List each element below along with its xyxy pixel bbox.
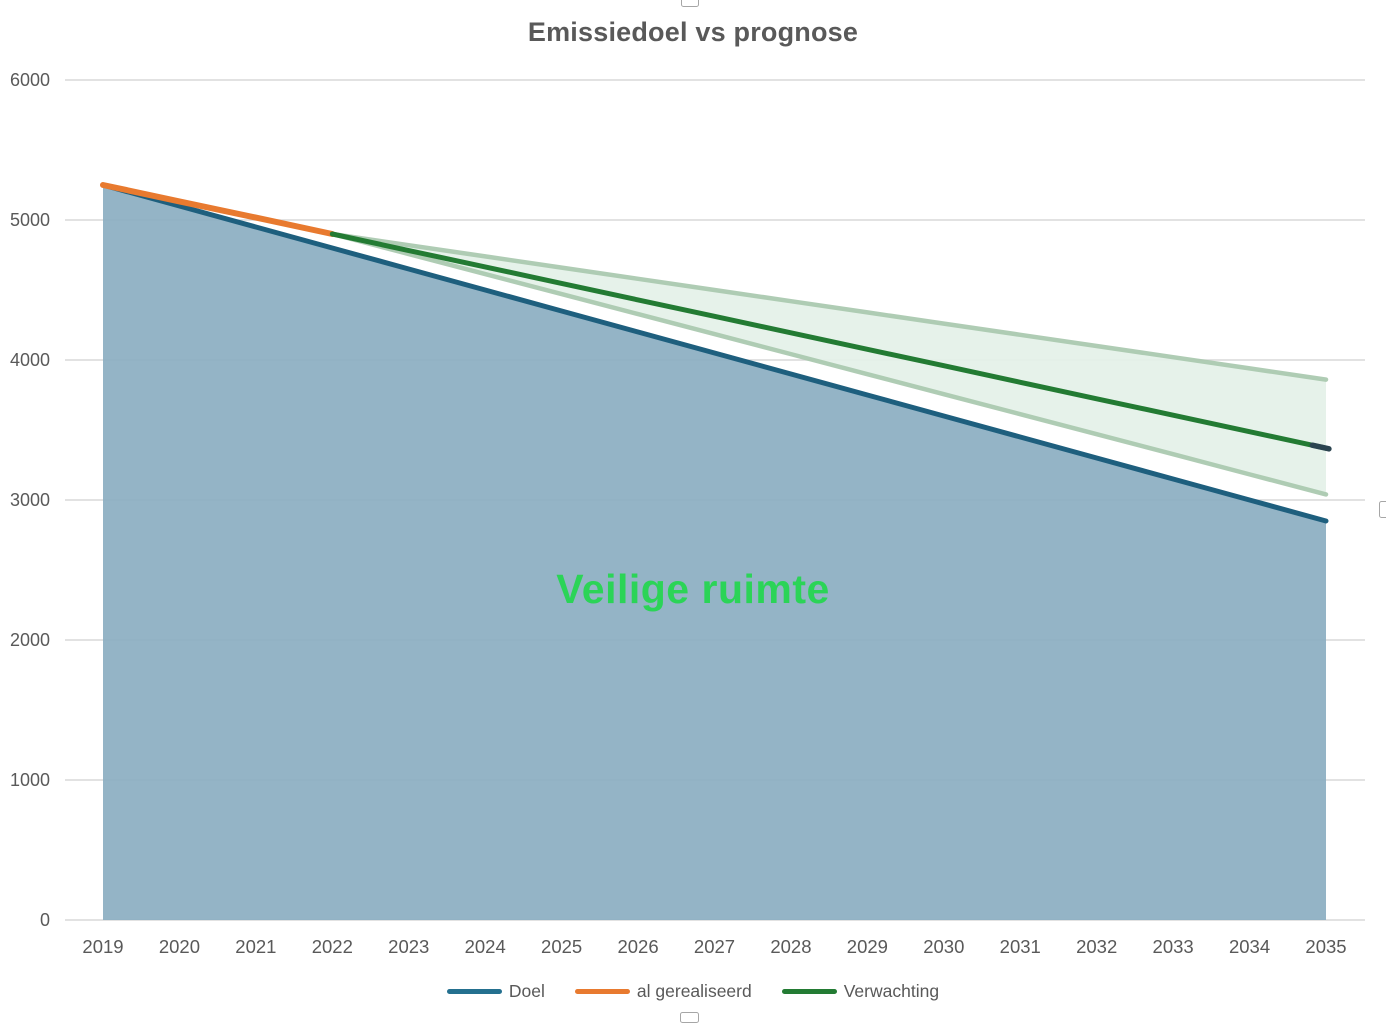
y-tick-label: 2000 [10,630,50,650]
doel-line [100,182,1329,524]
selection-handle-right[interactable] [1379,501,1386,518]
al-gerealiseerd-line [100,182,336,237]
x-tick-label: 2032 [1076,936,1117,957]
verwachting-line [329,231,1329,451]
legend-item-verwachting[interactable]: Verwachting [781,981,940,1002]
x-tick-label: 2033 [1153,936,1194,957]
legend-label-verwachting: Verwachting [843,981,940,1001]
y-tick-label: 0 [40,910,50,930]
legend: Doel al gerealiseerd Verwachting [0,981,1386,1002]
y-axis[interactable]: 0 1000 2000 3000 4000 5000 6000 [10,70,50,930]
x-tick-label: 2028 [770,936,811,957]
y-tick-label: 1000 [10,770,50,790]
y-tick-label: 3000 [10,490,50,510]
x-tick-label: 2031 [1000,936,1041,957]
x-tick-label: 2023 [388,936,429,957]
x-tick-label: 2020 [159,936,200,957]
legend-swatch-verwachting [781,989,837,994]
x-tick-label: 2024 [465,936,506,957]
x-tick-label: 2021 [235,936,276,957]
x-tick-label: 2034 [1229,936,1270,957]
y-tick-label: 6000 [10,70,50,90]
legend-label-doel: Doel [508,981,545,1001]
chart-title[interactable]: Emissiedoel vs prognose [527,17,859,47]
legend-item-al-gerealiseerd[interactable]: al gerealiseerd [574,981,752,1002]
annotation-veilige-ruimte[interactable]: Veilige ruimte [556,566,830,612]
band-upper-edge [330,231,1329,382]
uncertainty-band [332,234,1326,495]
x-tick-label: 2019 [82,936,123,957]
y-tick-label: 5000 [10,210,50,230]
legend-swatch-doel [446,989,502,994]
band-lower-edge [330,231,1329,497]
x-axis[interactable]: 2019 2020 2021 2022 2023 2024 2025 2026 2027 2028… [82,936,1346,957]
verwachting-end-marker [1309,442,1332,452]
x-tick-label: 2025 [541,936,582,957]
legend-item-doel[interactable]: Doel [446,981,545,1002]
selection-handle-top[interactable] [681,0,699,7]
legend-swatch-al-gerealiseerd [574,989,630,994]
selection-handle-bottom[interactable] [680,1012,699,1023]
legend-label-al-gerealiseerd: al gerealiseerd [636,981,752,1001]
x-tick-label: 2022 [312,936,353,957]
y-tick-label: 4000 [10,350,50,370]
doel-area [103,185,1326,920]
x-tick-label: 2030 [923,936,964,957]
x-tick-label: 2027 [694,936,735,957]
x-tick-label: 2035 [1305,936,1346,957]
x-tick-label: 2029 [847,936,888,957]
x-tick-label: 2026 [617,936,658,957]
